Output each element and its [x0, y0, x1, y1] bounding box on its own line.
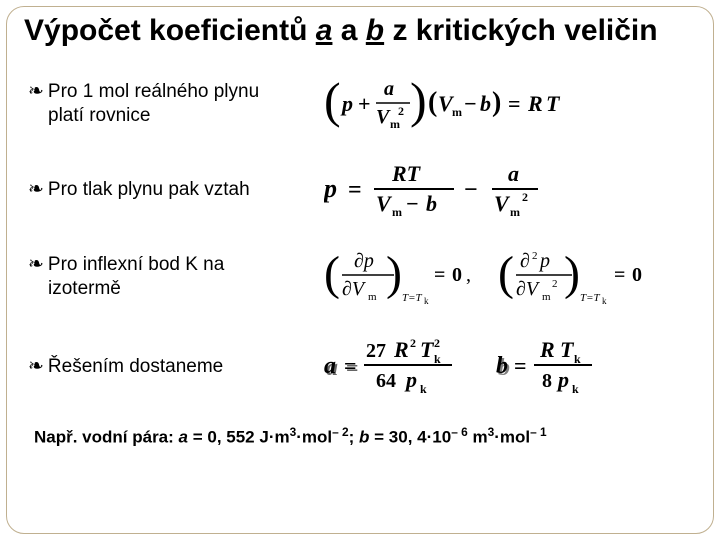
slide-frame: [6, 6, 714, 534]
